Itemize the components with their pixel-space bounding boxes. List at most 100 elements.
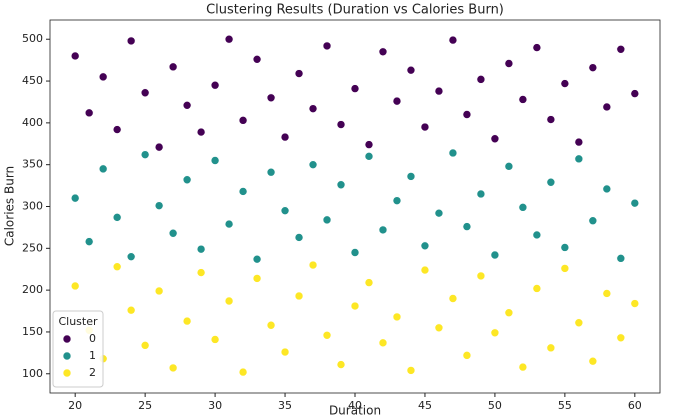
- y-tick-label: 100: [22, 367, 43, 380]
- y-tick-label: 350: [22, 158, 43, 171]
- point: [588, 356, 598, 366]
- point: [574, 137, 584, 147]
- point: [574, 154, 584, 164]
- point: [266, 167, 276, 177]
- point: [126, 252, 136, 261]
- point: [364, 278, 374, 287]
- point: [210, 80, 220, 90]
- point: [448, 148, 458, 158]
- point: [350, 301, 360, 311]
- legend-marker: [62, 368, 72, 378]
- point: [378, 225, 388, 235]
- y-tick-label: 150: [22, 325, 43, 338]
- point: [532, 284, 542, 293]
- point: [280, 347, 290, 357]
- x-tick-label: 35: [278, 399, 292, 412]
- point: [154, 201, 164, 210]
- y-tick-label: 250: [22, 241, 43, 254]
- point: [350, 248, 360, 257]
- point: [616, 254, 626, 263]
- point: [182, 316, 192, 326]
- x-tick-label: 60: [628, 399, 642, 412]
- point: [490, 250, 500, 260]
- legend-label: 2: [89, 366, 96, 379]
- point: [560, 243, 570, 252]
- point: [336, 360, 346, 369]
- chart-title: Clustering Results (Duration vs Calories…: [206, 3, 504, 18]
- point: [364, 140, 374, 149]
- point: [84, 108, 94, 118]
- point: [266, 320, 276, 330]
- y-axis-label: Calories Burn: [3, 166, 17, 246]
- y-tick-label: 450: [22, 74, 43, 87]
- point: [392, 196, 402, 205]
- point: [518, 203, 528, 212]
- point: [574, 318, 584, 328]
- point: [490, 134, 500, 144]
- point: [602, 289, 612, 298]
- point: [588, 216, 598, 226]
- point: [476, 189, 486, 199]
- point: [434, 323, 444, 333]
- point: [336, 120, 346, 129]
- legend-title: Cluster: [58, 315, 98, 328]
- x-tick-label: 45: [418, 399, 432, 412]
- legend-box: [52, 310, 104, 388]
- point: [602, 184, 612, 194]
- point: [420, 265, 430, 275]
- point: [294, 69, 304, 78]
- point: [406, 65, 416, 75]
- x-tick-label: 20: [68, 399, 82, 412]
- point: [322, 215, 332, 225]
- point: [252, 254, 262, 264]
- point: [224, 219, 234, 229]
- point: [420, 241, 430, 251]
- point: [322, 330, 332, 340]
- point: [280, 132, 290, 142]
- y-tick-label: 200: [22, 283, 43, 296]
- point: [630, 89, 640, 98]
- point: [70, 51, 80, 61]
- point: [588, 63, 598, 72]
- point: [532, 43, 542, 52]
- point: [462, 110, 472, 119]
- point: [308, 260, 318, 270]
- point: [616, 44, 626, 54]
- point: [294, 233, 304, 242]
- point: [630, 198, 640, 208]
- point: [392, 312, 402, 322]
- legend-label: 0: [89, 332, 96, 345]
- y-tick-label: 400: [22, 116, 43, 129]
- point: [252, 274, 262, 283]
- point: [350, 84, 360, 93]
- point: [126, 305, 136, 315]
- x-axis-label: Duration: [329, 404, 381, 416]
- legend-label: 1: [89, 349, 96, 362]
- point: [280, 206, 290, 215]
- point: [238, 367, 248, 377]
- point: [504, 162, 514, 171]
- point: [308, 160, 318, 169]
- point: [406, 366, 416, 375]
- point: [434, 208, 444, 218]
- point: [154, 142, 164, 152]
- point: [70, 281, 80, 291]
- point: [546, 115, 556, 124]
- point: [518, 95, 528, 104]
- point: [196, 127, 206, 137]
- point: [238, 116, 248, 125]
- point: [140, 88, 150, 98]
- point: [630, 299, 640, 308]
- point: [168, 62, 178, 72]
- point: [420, 122, 430, 132]
- x-tick-label: 55: [558, 399, 572, 412]
- point: [462, 351, 472, 360]
- point: [448, 294, 458, 303]
- point: [168, 228, 178, 238]
- point: [252, 55, 262, 64]
- point: [238, 187, 248, 196]
- x-tick-label: 40: [348, 399, 362, 412]
- x-tick-label: 50: [488, 399, 502, 412]
